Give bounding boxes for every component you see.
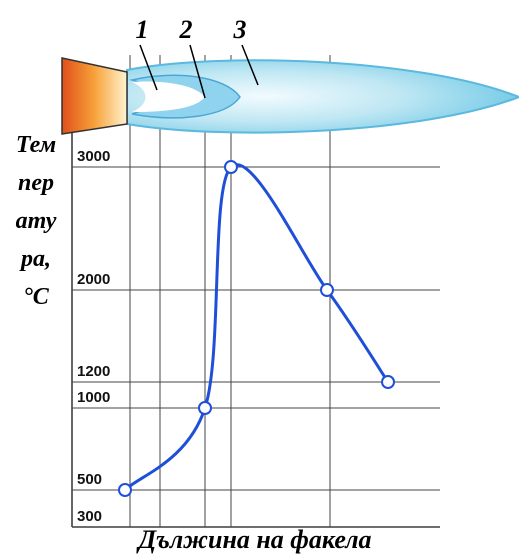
pointer (139, 44, 158, 91)
y-axis-label-line: °C (23, 284, 50, 310)
point (198, 401, 212, 415)
y-tick-label: 1000 (77, 389, 110, 406)
line (123, 163, 390, 492)
y-tick-label: 300 (77, 508, 102, 525)
y-tick-label: 500 (77, 471, 102, 488)
zone-label: 1 (136, 15, 149, 44)
point (320, 283, 334, 297)
y-axis-label-line: ра, (19, 246, 51, 272)
point (118, 483, 132, 497)
point (224, 160, 238, 174)
y-axis-label-line: ату (16, 208, 57, 234)
plot (118, 160, 395, 497)
pointer (189, 44, 206, 99)
nozzle (61, 57, 128, 135)
y-tick-label: 1200 (77, 363, 110, 380)
y-axis-label: Тем пер ату ра, °C (16, 132, 57, 310)
y-axis-label-line: пер (18, 170, 54, 196)
grid: 300 500 1000 1200 2000 3000 (71, 55, 440, 528)
y-tick-label: 2000 (77, 271, 110, 288)
flame (61, 44, 519, 135)
zone-label: 2 (179, 15, 193, 44)
zone-label: 3 (233, 15, 247, 44)
x-axis-label: Дължина на факела (136, 525, 371, 554)
y-axis-label-line: Тем (16, 132, 56, 158)
y-tick-label: 3000 (77, 148, 110, 165)
pointer (241, 44, 259, 86)
point (381, 375, 395, 389)
flame-core (132, 81, 205, 112)
